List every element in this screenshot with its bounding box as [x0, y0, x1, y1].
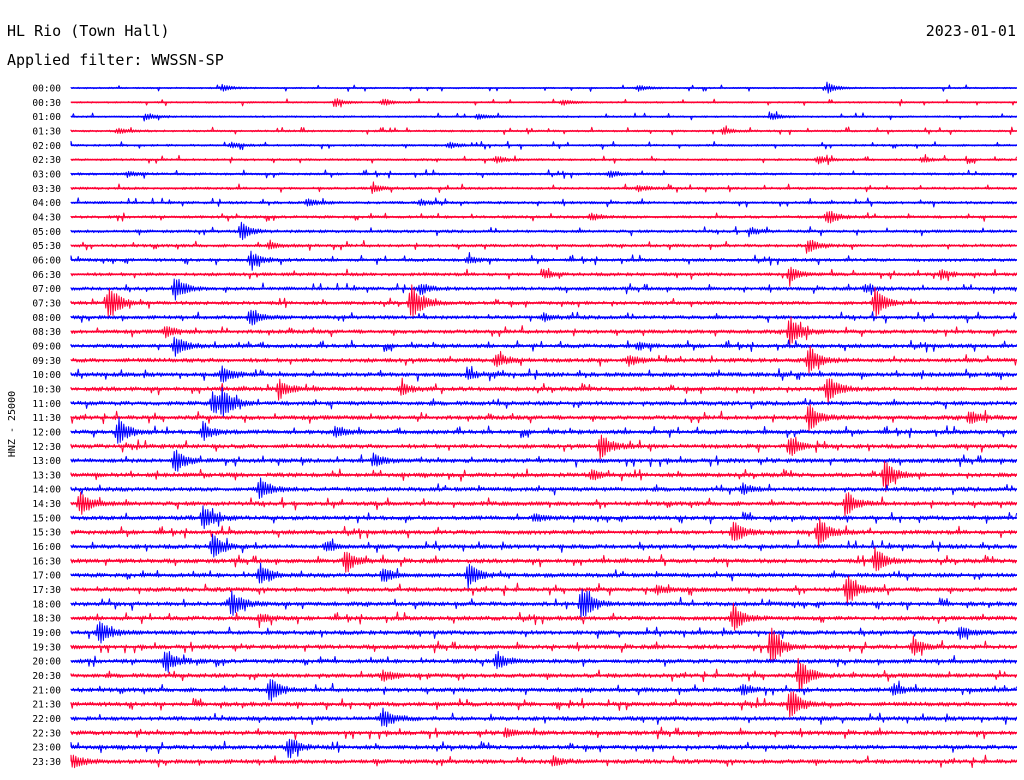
time-label-0300: 03:00	[32, 169, 61, 180]
y-axis-label: HNZ - 25000	[7, 391, 18, 457]
time-label-1700: 17:00	[32, 571, 61, 582]
time-label-1900: 19:00	[32, 628, 61, 639]
time-label-1000: 10:00	[32, 370, 61, 381]
time-label-1500: 15:00	[32, 513, 61, 524]
time-label-0330: 03:30	[32, 184, 61, 195]
time-label-1130: 11:30	[32, 413, 61, 424]
time-label-1600: 16:00	[32, 542, 61, 553]
time-label-1030: 10:30	[32, 384, 61, 395]
time-label-0830: 08:30	[32, 327, 61, 338]
time-label-1100: 11:00	[32, 399, 61, 410]
time-label-0200: 02:00	[32, 141, 61, 152]
time-label-1230: 12:30	[32, 442, 61, 453]
trace-lines	[70, 81, 1018, 769]
time-label-2100: 21:00	[32, 685, 61, 696]
filter-label: Applied filter: WWSSN-SP	[7, 51, 224, 69]
time-label-0000: 00:00	[32, 84, 61, 95]
station-title: HL Rio (Town Hall)	[7, 22, 170, 40]
time-label-0100: 01:00	[32, 112, 61, 123]
date-label: 2023-01-01	[926, 22, 1016, 40]
time-label-0630: 06:30	[32, 270, 61, 281]
time-label-0130: 01:30	[32, 126, 61, 137]
time-label-1930: 19:30	[32, 642, 61, 653]
time-label-0900: 09:00	[32, 341, 61, 352]
time-label-0930: 09:30	[32, 356, 61, 367]
time-label-0530: 05:30	[32, 241, 61, 252]
time-label-0700: 07:00	[32, 284, 61, 295]
time-label-0400: 04:00	[32, 198, 61, 209]
time-label-0600: 06:00	[32, 255, 61, 266]
time-label-0430: 04:30	[32, 212, 61, 223]
time-label-2030: 20:30	[32, 671, 61, 682]
time-label-1400: 14:00	[32, 485, 61, 496]
time-label-2300: 23:00	[32, 743, 61, 754]
time-label-0800: 08:00	[32, 313, 61, 324]
time-label-1630: 16:30	[32, 556, 61, 567]
time-label-1330: 13:30	[32, 470, 61, 481]
time-label-2230: 22:30	[32, 728, 61, 739]
time-label-1300: 13:00	[32, 456, 61, 467]
time-label-1730: 17:30	[32, 585, 61, 596]
time-label-1200: 12:00	[32, 427, 61, 438]
time-label-2130: 21:30	[32, 700, 61, 711]
time-label-0230: 02:30	[32, 155, 61, 166]
time-label-2000: 20:00	[32, 657, 61, 668]
time-label-0030: 00:30	[32, 98, 61, 109]
time-label-1800: 18:00	[32, 599, 61, 610]
time-label-2330: 23:30	[32, 757, 61, 768]
time-label-0500: 05:00	[32, 227, 61, 238]
time-label-2200: 22:00	[32, 714, 61, 725]
time-label-0730: 07:30	[32, 298, 61, 309]
time-label-1530: 15:30	[32, 528, 61, 539]
time-label-1830: 18:30	[32, 614, 61, 625]
time-label-1430: 14:30	[32, 499, 61, 510]
time-tick-labels: 00:00 00:30 01:00 01:30 02:00 02:30 03:00 03:30…	[32, 84, 61, 769]
